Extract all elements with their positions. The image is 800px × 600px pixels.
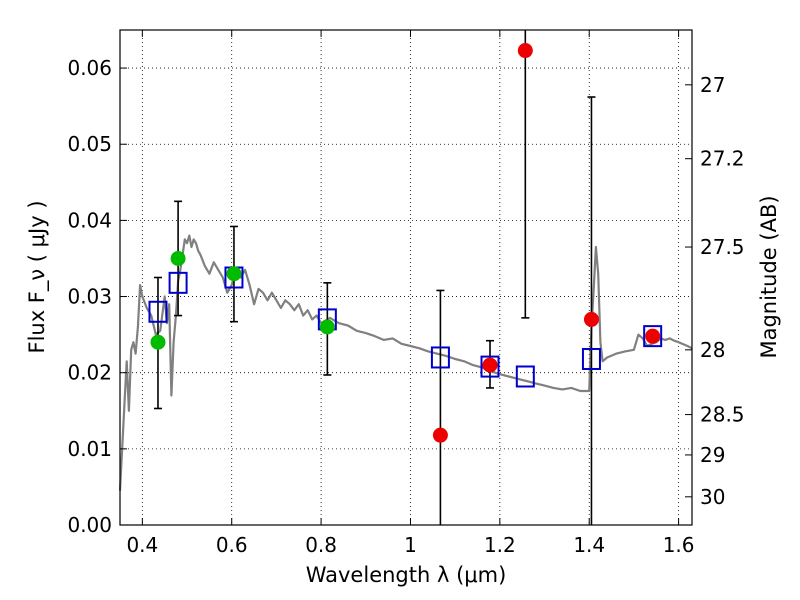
- model-square-marker: [430, 346, 450, 369]
- red-data-point: [645, 328, 661, 344]
- green-data-point: [319, 319, 335, 335]
- model-square-marker: [581, 347, 601, 370]
- x-tick-label: 0.4: [126, 533, 158, 557]
- right-tick-label: 28.5: [700, 403, 745, 427]
- y-axis-label: Flux F_ν ( μJy ): [25, 200, 50, 353]
- y-tick-label: 0.03: [67, 285, 112, 309]
- model-square-marker: [480, 355, 500, 378]
- green-data-point: [226, 266, 242, 282]
- x-tick-label: 0.6: [216, 533, 248, 557]
- spectrum-line: [118, 234, 693, 491]
- right-tick-label: 29: [700, 443, 725, 467]
- red-data-point: [432, 427, 448, 443]
- right-axis-label: Magnitude (AB): [757, 195, 781, 358]
- right-tick-label: 27.2: [700, 147, 745, 171]
- spectrum-layer: [118, 234, 693, 491]
- y-tick-label: 0.06: [67, 56, 112, 80]
- green-data-point: [170, 250, 186, 266]
- y-tick-label: 0.04: [67, 208, 112, 232]
- red-data-point: [482, 357, 498, 373]
- x-tick-label: 1.4: [573, 533, 605, 557]
- y-tick-label: 0.00: [67, 513, 112, 537]
- y-tick-label: 0.05: [67, 132, 112, 156]
- y-tick-label: 0.02: [67, 361, 112, 385]
- x-tick-label: 0.8: [305, 533, 337, 557]
- model-square-marker: [148, 300, 168, 323]
- errorbar-layer: [153, 30, 596, 525]
- plot-frame: [119, 29, 693, 526]
- marker-layer: [148, 43, 663, 443]
- grid-layer: [120, 30, 692, 525]
- model-square-marker: [168, 271, 188, 294]
- x-tick-label: 1.6: [663, 533, 695, 557]
- right-tick-label: 30: [700, 485, 725, 509]
- model-square-marker: [643, 325, 663, 348]
- right-tick-label: 28: [700, 338, 725, 362]
- green-data-point: [150, 334, 166, 350]
- x-tick-label: 1.2: [484, 533, 516, 557]
- x-tick-label: 1: [404, 533, 417, 557]
- red-data-point: [583, 311, 599, 327]
- red-data-point: [517, 43, 533, 59]
- right-tick-label: 27.5: [700, 235, 745, 259]
- x-axis-label: Wavelength λ (μm): [306, 563, 507, 587]
- model-square-marker: [515, 365, 535, 388]
- right-tick-label: 27: [700, 73, 725, 97]
- y-tick-label: 0.01: [67, 437, 112, 461]
- tick-layer: 0.4 0.6 0.8 1 1.2 1.4 1.6 0.00 0.01 0.02 0.03 0.04 0…: [67, 30, 745, 557]
